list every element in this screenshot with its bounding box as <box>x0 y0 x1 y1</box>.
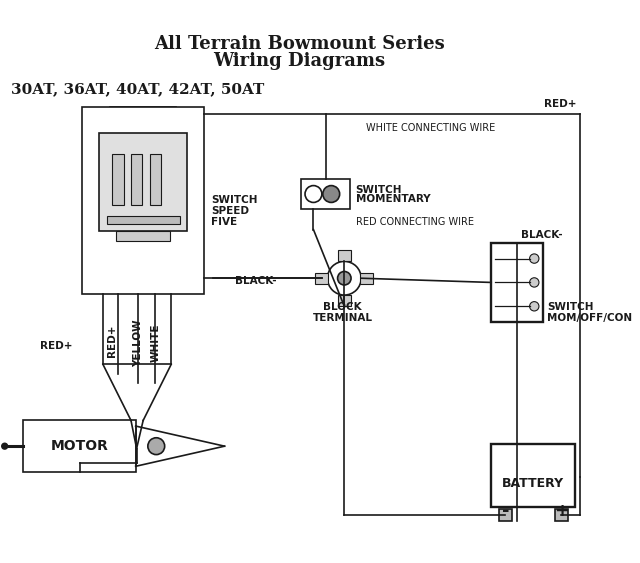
Text: SPEED: SPEED <box>211 206 250 216</box>
Text: WHITE CONNECTING WIRE: WHITE CONNECTING WIRE <box>366 123 495 132</box>
Bar <box>152 114 168 122</box>
Circle shape <box>323 186 340 203</box>
Bar <box>492 444 575 507</box>
Bar <box>111 107 176 118</box>
Bar <box>338 250 351 261</box>
Text: RED CONNECTING WIRE: RED CONNECTING WIRE <box>356 217 474 227</box>
Circle shape <box>529 254 539 263</box>
Circle shape <box>529 278 539 287</box>
Text: BLACK-: BLACK- <box>236 276 277 286</box>
Bar <box>118 114 135 122</box>
Circle shape <box>337 271 351 285</box>
Circle shape <box>2 444 8 449</box>
Text: -: - <box>502 502 509 520</box>
Text: RED+: RED+ <box>108 325 117 357</box>
Circle shape <box>529 302 539 311</box>
Text: +: + <box>554 502 569 520</box>
Text: BLACK-: BLACK- <box>521 230 563 240</box>
Text: All Terrain Bowmount Series: All Terrain Bowmount Series <box>154 35 445 53</box>
Text: SWITCH: SWITCH <box>356 185 402 195</box>
Bar <box>116 231 170 241</box>
Text: MOTOR: MOTOR <box>51 439 108 453</box>
Bar <box>107 216 180 224</box>
Bar <box>131 154 142 205</box>
Circle shape <box>122 114 131 123</box>
Circle shape <box>148 438 164 454</box>
Text: TERMINAL: TERMINAL <box>312 312 372 323</box>
Text: RED+: RED+ <box>40 341 73 351</box>
Text: MOMENTARY: MOMENTARY <box>356 194 430 203</box>
Circle shape <box>305 186 322 203</box>
Text: FIVE: FIVE <box>211 217 237 227</box>
Text: RED+: RED+ <box>544 99 577 109</box>
Bar <box>99 133 187 231</box>
Text: SWITCH: SWITCH <box>547 302 594 312</box>
Bar <box>316 272 328 284</box>
Bar <box>112 154 124 205</box>
Bar <box>150 154 161 205</box>
Text: 30AT, 36AT, 40AT, 42AT, 50AT: 30AT, 36AT, 40AT, 42AT, 50AT <box>12 82 264 96</box>
Text: BATTERY: BATTERY <box>502 477 564 490</box>
Text: WHITE: WHITE <box>150 324 161 362</box>
Circle shape <box>156 114 164 123</box>
Bar <box>499 510 512 521</box>
Bar <box>492 243 543 322</box>
Circle shape <box>328 261 361 295</box>
Text: Wiring Diagrams: Wiring Diagrams <box>213 52 385 70</box>
Text: YELLOW: YELLOW <box>134 319 143 367</box>
Bar <box>338 295 351 306</box>
Bar <box>555 510 568 521</box>
Bar <box>360 272 373 284</box>
Text: SWITCH: SWITCH <box>211 195 258 204</box>
Bar <box>301 179 350 209</box>
Text: BLOCK: BLOCK <box>323 302 362 312</box>
Text: MOM/OFF/CON: MOM/OFF/CON <box>547 314 632 324</box>
Bar <box>24 421 136 472</box>
Bar <box>83 107 204 294</box>
